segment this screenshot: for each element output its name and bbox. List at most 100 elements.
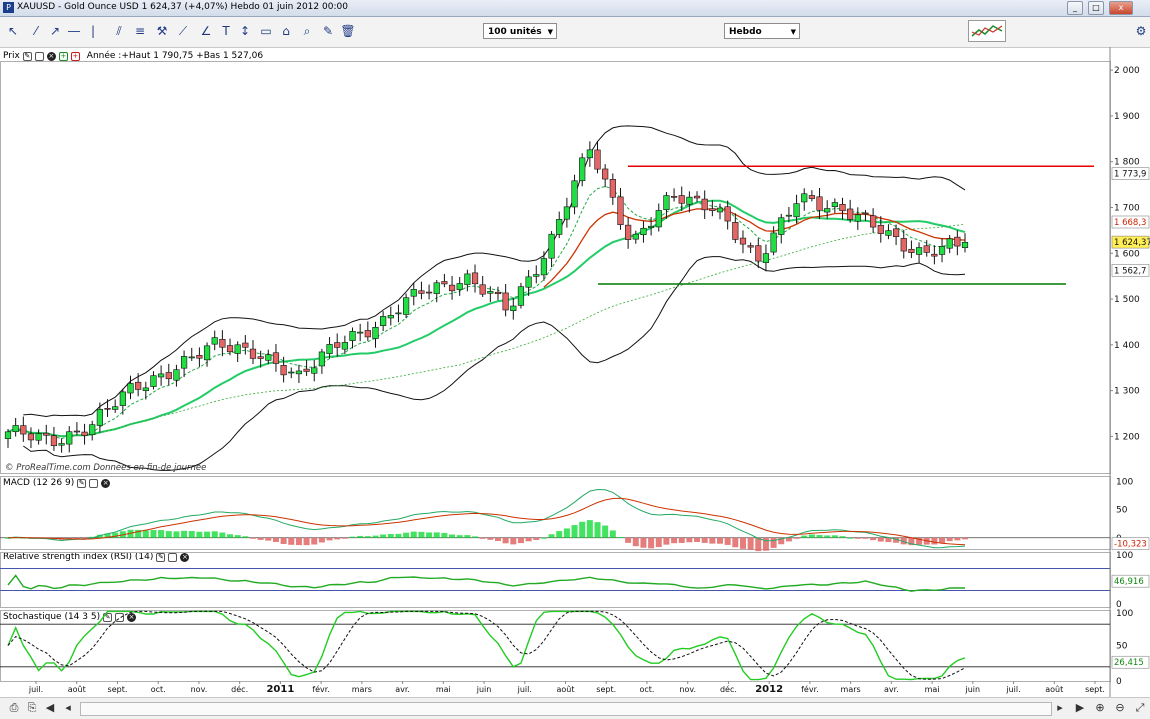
window-icon[interactable] bbox=[34, 51, 44, 61]
macd-bar-down bbox=[533, 537, 540, 540]
macd-bar-up bbox=[456, 535, 463, 538]
line-tool-icon[interactable]: ⁄ bbox=[34, 24, 37, 38]
close-panel-icon[interactable]: × bbox=[127, 612, 137, 622]
attach-icon[interactable]: ⎘ bbox=[27, 701, 37, 714]
x-tick-label: nov. bbox=[679, 685, 696, 694]
macd-bar-down bbox=[870, 537, 877, 541]
scroll-left-icon[interactable]: ◂ bbox=[65, 701, 71, 714]
maximize-button[interactable]: □ bbox=[1088, 1, 1104, 15]
x-tick-label: juin bbox=[476, 685, 492, 694]
macd-bar-up bbox=[579, 521, 586, 538]
zoom-out-icon[interactable]: ⊖ bbox=[1115, 701, 1125, 714]
candle-down bbox=[471, 272, 479, 285]
watermark: © ProRealTime.com Données en fin-de jour… bbox=[5, 462, 206, 473]
vertical-line-icon[interactable]: | bbox=[90, 24, 96, 38]
macd-bar-up bbox=[464, 535, 471, 538]
macd-bar-up bbox=[196, 531, 203, 538]
window-icon[interactable] bbox=[115, 612, 125, 622]
horizontal-scrollbar[interactable] bbox=[80, 702, 1052, 716]
candle-down bbox=[448, 284, 456, 292]
units-select[interactable]: 100 unités ▼ bbox=[483, 23, 557, 39]
macd-bar-down bbox=[954, 537, 961, 541]
candle-up bbox=[119, 391, 126, 406]
candle-up bbox=[150, 375, 157, 387]
trend-tool-icon[interactable]: ⟋ bbox=[178, 24, 188, 38]
candle-up bbox=[188, 356, 195, 359]
back-icon[interactable]: ◀ bbox=[45, 701, 55, 714]
add-drawing-icon[interactable]: + bbox=[70, 51, 80, 61]
candle-up bbox=[778, 217, 785, 235]
pointer-icon[interactable]: ↖ bbox=[7, 24, 19, 38]
arrow-tool-icon[interactable]: ↕ bbox=[239, 24, 251, 38]
settings-icon[interactable]: ⚙ bbox=[1135, 24, 1147, 38]
x-tick-label: déc. bbox=[231, 684, 248, 694]
zoom-in-icon[interactable]: ⊕ bbox=[1095, 701, 1105, 714]
text-tool-icon[interactable]: T bbox=[222, 24, 230, 38]
candle-down bbox=[418, 290, 425, 294]
forward-icon[interactable]: ▶ bbox=[1075, 701, 1085, 714]
statusbar: ⎙ ⎘ ◀ ◂ ▸ ▶ ⊕ ⊖ ⤢ bbox=[0, 697, 1150, 719]
macd-bar-down bbox=[257, 537, 264, 540]
add-indicator-icon[interactable]: + bbox=[58, 51, 68, 61]
channel-tool-icon[interactable]: ⫽ bbox=[116, 24, 122, 38]
candle-down bbox=[242, 342, 249, 348]
delete-icon[interactable]: 🗑 bbox=[340, 24, 356, 38]
ray-tool-icon[interactable]: ↗ bbox=[49, 24, 61, 38]
candle-down bbox=[724, 206, 731, 222]
wrench-icon[interactable]: ✎ bbox=[22, 51, 32, 61]
macd-bar-down bbox=[701, 537, 708, 543]
indicators-button[interactable] bbox=[968, 20, 1006, 42]
macd-bar-down bbox=[893, 537, 900, 543]
pitchfork-icon[interactable]: ⚒ bbox=[156, 24, 168, 38]
candle-up bbox=[456, 283, 463, 290]
candle-up bbox=[487, 291, 494, 294]
period-select[interactable]: Hebdo ▼ bbox=[724, 23, 800, 39]
candle-down bbox=[257, 356, 264, 359]
fit-icon[interactable]: ⤢ bbox=[1135, 701, 1145, 714]
candle-up bbox=[173, 369, 180, 381]
macd-bar-up bbox=[594, 522, 601, 538]
horizontal-line-icon[interactable]: ― bbox=[68, 24, 80, 38]
print-icon[interactable]: ⎙ bbox=[9, 701, 19, 714]
candle-down bbox=[27, 433, 35, 441]
price-tick-label: 1 600 bbox=[1114, 249, 1140, 259]
candle-up bbox=[295, 370, 303, 375]
wrench-icon[interactable]: ✎ bbox=[77, 478, 87, 488]
close-panel-icon[interactable]: × bbox=[46, 51, 56, 61]
macd-bar-down bbox=[295, 537, 302, 546]
macd-bar-up bbox=[847, 537, 854, 539]
zoom-tool-icon[interactable]: ⌕ bbox=[303, 24, 311, 38]
price-panel-info: Année :+Haut 1 790,75 +Bas 1 527,06 bbox=[86, 51, 264, 61]
macd-bar-down bbox=[854, 537, 861, 539]
candle-up bbox=[533, 274, 540, 277]
candle-up bbox=[357, 331, 364, 334]
fibonacci-icon[interactable]: ≡ bbox=[134, 24, 146, 38]
macd-bar-up bbox=[808, 534, 815, 538]
candle-down bbox=[196, 355, 203, 359]
candle-up bbox=[770, 232, 777, 253]
x-tick-label: août bbox=[556, 685, 574, 694]
scroll-right-icon[interactable]: ▸ bbox=[1057, 701, 1063, 714]
minimize-button[interactable]: _ bbox=[1067, 1, 1083, 15]
candle-up bbox=[793, 203, 800, 218]
candle-down bbox=[808, 195, 815, 199]
macd-bar-up bbox=[617, 536, 624, 538]
magic-tool-icon[interactable]: ✎ bbox=[322, 24, 334, 38]
macd-bar-down bbox=[632, 537, 639, 547]
macd-bar-up bbox=[403, 532, 410, 538]
candle-up bbox=[510, 305, 517, 311]
candle-down bbox=[73, 430, 81, 433]
rectangle-tool-icon[interactable]: ▭ bbox=[260, 24, 272, 38]
candle-down bbox=[739, 237, 747, 245]
candle-up bbox=[831, 202, 838, 208]
fan-tool-icon[interactable]: ∠ bbox=[200, 24, 212, 38]
window-icon[interactable] bbox=[89, 478, 99, 488]
macd-bar-down bbox=[671, 537, 678, 544]
chart-area[interactable]: 2 000 1 900 1 800 1 700 1 600 1 500 1 400 1 300… bbox=[0, 47, 1150, 697]
alert-tool-icon[interactable]: ⌂ bbox=[282, 24, 290, 38]
chevron-down-icon: ▼ bbox=[547, 28, 553, 36]
macd-bar-down bbox=[303, 537, 310, 546]
close-button[interactable]: x bbox=[1109, 1, 1133, 15]
macd-bar-up bbox=[839, 536, 846, 538]
close-panel-icon[interactable]: × bbox=[101, 478, 111, 488]
